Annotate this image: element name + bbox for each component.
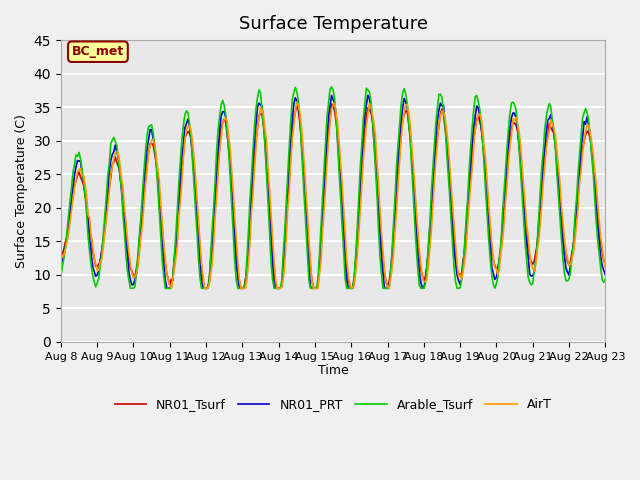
AirT <box>293 99 301 105</box>
Line: Arable_Tsurf: Arable_Tsurf <box>61 87 605 288</box>
NR01_PRT <box>72 164 80 169</box>
NR01_PRT <box>400 96 408 101</box>
NR01_PRT <box>370 137 378 143</box>
NR01_PRT <box>602 272 609 277</box>
Line: NR01_Tsurf: NR01_Tsurf <box>61 104 605 288</box>
AirT <box>400 110 408 116</box>
AirT <box>57 251 65 256</box>
Arable_Tsurf <box>388 246 396 252</box>
NR01_PRT <box>538 179 545 185</box>
Arable_Tsurf <box>72 152 80 158</box>
Arable_Tsurf <box>538 165 545 171</box>
Arable_Tsurf <box>370 139 378 145</box>
NR01_PRT <box>57 258 65 264</box>
Text: BC_met: BC_met <box>72 45 124 58</box>
Arable_Tsurf <box>328 84 335 90</box>
NR01_Tsurf <box>57 251 65 256</box>
Arable_Tsurf <box>400 86 408 92</box>
AirT <box>158 220 166 226</box>
AirT <box>538 201 545 206</box>
Line: AirT: AirT <box>61 102 605 288</box>
Arable_Tsurf <box>602 276 609 282</box>
Line: NR01_PRT: NR01_PRT <box>61 96 605 288</box>
NR01_PRT <box>163 286 171 291</box>
NR01_Tsurf <box>388 256 396 262</box>
AirT <box>602 264 609 270</box>
AirT <box>388 266 396 272</box>
X-axis label: Time: Time <box>317 364 348 377</box>
Arable_Tsurf <box>160 273 168 278</box>
NR01_Tsurf <box>328 101 335 107</box>
Arable_Tsurf <box>127 286 134 291</box>
AirT <box>168 286 175 291</box>
NR01_Tsurf <box>400 112 408 118</box>
NR01_Tsurf <box>538 191 545 197</box>
Y-axis label: Surface Temperature (C): Surface Temperature (C) <box>15 114 28 268</box>
AirT <box>370 120 378 125</box>
NR01_Tsurf <box>158 225 166 230</box>
NR01_PRT <box>364 93 372 98</box>
NR01_PRT <box>388 252 396 258</box>
NR01_Tsurf <box>370 130 378 135</box>
NR01_Tsurf <box>201 286 209 291</box>
Legend: NR01_Tsurf, NR01_PRT, Arable_Tsurf, AirT: NR01_Tsurf, NR01_PRT, Arable_Tsurf, AirT <box>109 394 557 417</box>
NR01_Tsurf <box>72 178 80 183</box>
Title: Surface Temperature: Surface Temperature <box>239 15 428 33</box>
NR01_Tsurf <box>602 258 609 264</box>
NR01_PRT <box>158 238 166 243</box>
AirT <box>72 177 80 183</box>
Arable_Tsurf <box>57 273 65 278</box>
